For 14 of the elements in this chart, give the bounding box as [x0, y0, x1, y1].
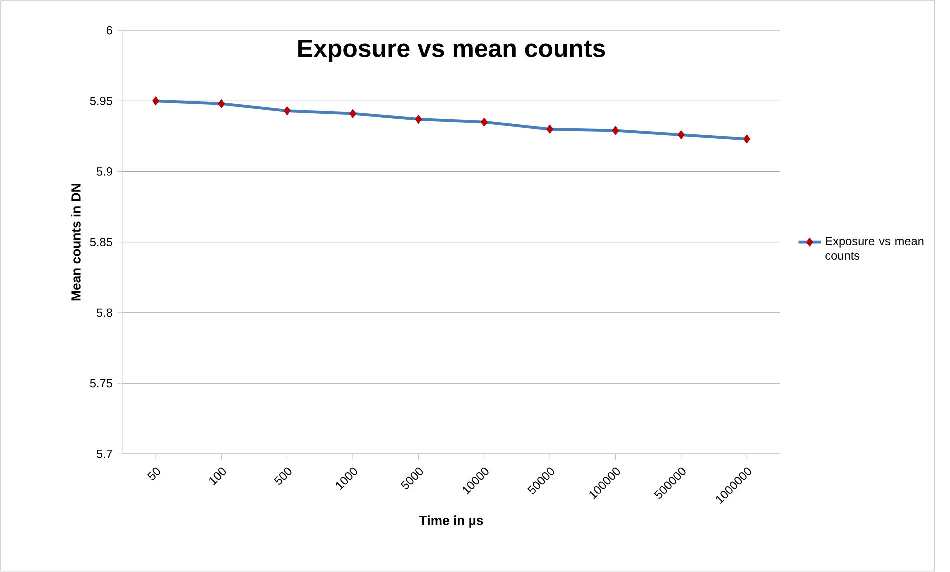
y-tick-label: 5.95: [90, 96, 112, 106]
x-tick-label: 500: [274, 468, 292, 485]
x-tick-label: 100: [210, 468, 226, 486]
y-tick-label: 5.75: [90, 379, 112, 388]
chart-title: Exposure vs mean counts: [298, 40, 606, 62]
y-axis-title: Mean counts in DN: [71, 184, 81, 300]
y-tick-label: 6: [106, 26, 112, 35]
y-tick-label: 5.85: [90, 238, 112, 246]
y-tick-label: 5.8: [96, 308, 112, 317]
x-tick-label: 50: [147, 468, 160, 480]
y-tick-label: 5.7: [96, 450, 112, 458]
legend-label: Exposure vs mean counts: [826, 237, 924, 260]
y-tick-label: 5.9: [96, 167, 112, 176]
x-axis-title: Time in µs: [420, 515, 484, 528]
